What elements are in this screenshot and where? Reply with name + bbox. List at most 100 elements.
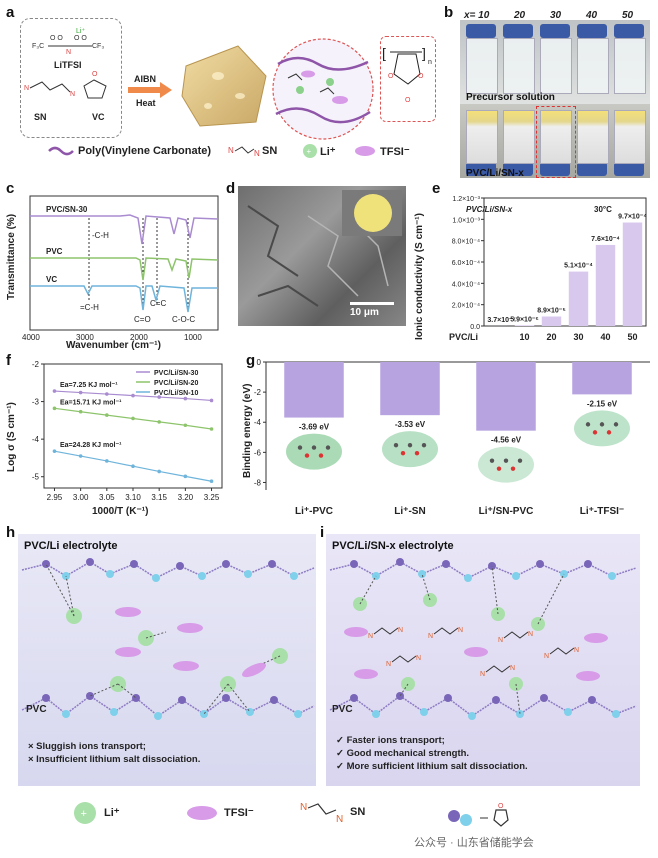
svg-text:N: N xyxy=(480,671,485,678)
binding-value-label: -2.15 eV xyxy=(587,399,618,408)
atom-icon xyxy=(421,442,427,448)
svg-text:N: N xyxy=(24,85,29,92)
arrhenius-xtick: 3.00 xyxy=(73,493,89,502)
arrhenius-point xyxy=(105,413,109,417)
arrhenius-point xyxy=(183,423,188,428)
arrhenius-point xyxy=(183,474,188,479)
ftir-line-vc xyxy=(30,285,218,313)
legend-sn: SN xyxy=(262,145,278,157)
vial-precursor xyxy=(540,38,572,94)
arrhenius-point xyxy=(52,389,57,393)
arrhenius-chart: Log σ (S cm⁻¹) 1000/T (K⁻¹) 2.95 3.00 3.05… xyxy=(6,360,223,517)
molecule-structure-icon xyxy=(574,410,630,447)
li-icon: + xyxy=(74,802,96,824)
legend-polymer: Poly(Vinylene Carbonate) xyxy=(78,145,212,157)
vial-gel xyxy=(503,110,535,164)
atom-icon xyxy=(318,453,324,458)
binding-bar xyxy=(572,362,632,395)
x-value: 50 xyxy=(622,10,634,21)
arrhenius-point xyxy=(131,393,135,398)
svg-text:CF₃: CF₃ xyxy=(92,43,104,50)
ftir-annotation: C=O xyxy=(134,315,151,324)
conductivity-bar xyxy=(622,222,643,326)
ftir-annotation: =C-H xyxy=(80,303,99,312)
conductivity-ytick: 2.0×10⁻⁴ xyxy=(452,303,480,310)
ftir-annotation: -C-H xyxy=(92,231,109,240)
panel-h-notes: × Sluggish ions transport; × Insufficien… xyxy=(28,740,200,766)
bottom-legend-tfsi: TFSI⁻ xyxy=(224,807,254,819)
arrhenius-legend-entry: PVC/Li/SN-30 xyxy=(154,370,198,377)
vial-cap xyxy=(614,162,644,176)
panel-h-note: × Sluggish ions transport; xyxy=(28,741,146,752)
li-legend-icon: + xyxy=(303,144,317,158)
svg-text:N: N xyxy=(368,633,373,640)
atom-icon xyxy=(489,458,495,463)
legend-li: Li⁺ xyxy=(320,146,336,158)
svg-text:n: n xyxy=(428,59,432,66)
atom-icon xyxy=(393,442,399,448)
atom-icon xyxy=(407,442,413,448)
arrhenius-point xyxy=(157,420,161,424)
conductivity-value-label: 5.1×10⁻⁴ xyxy=(564,263,593,270)
reaction-arrow: AIBN Heat xyxy=(128,74,172,108)
conductivity-value-label: 8.9×10⁻⁵ xyxy=(537,308,566,315)
binding-value-label: -3.53 eV xyxy=(395,420,426,429)
heat-label: Heat xyxy=(136,98,156,108)
arrhenius-point xyxy=(78,454,83,458)
svg-text:N: N xyxy=(416,655,421,662)
atom-icon xyxy=(325,445,331,450)
arrhenius-xtick: 3.15 xyxy=(151,493,167,502)
panel-d-label: d xyxy=(226,180,236,197)
scale-bar-label: 10 μm xyxy=(350,307,379,318)
molecule-structure-icon xyxy=(478,446,534,483)
svg-text:+: + xyxy=(307,147,312,156)
conductivity-bar xyxy=(514,325,535,326)
conductivity-xtick: 50 xyxy=(627,332,637,342)
arrhenius-point xyxy=(183,396,188,401)
svg-text:N: N xyxy=(428,633,433,640)
conductivity-title: PVC/Li/SN-x xyxy=(466,205,513,214)
binding-ytick: -4 xyxy=(254,418,262,427)
membrane-disc xyxy=(354,194,392,232)
panel-i-note: ✓ Good mechanical strength. xyxy=(336,748,470,759)
scale-bar xyxy=(350,302,394,305)
svg-text:O: O xyxy=(388,73,394,80)
arrhenius-point xyxy=(209,427,214,431)
sn-label: SN xyxy=(34,112,47,122)
vial-gel xyxy=(577,110,609,164)
vial-cap xyxy=(577,24,607,38)
conductivity-bar xyxy=(568,271,589,326)
vial-cap xyxy=(503,24,533,38)
conductivity-xtick: 40 xyxy=(600,332,610,342)
conductivity-ytick: 1.0×10⁻³ xyxy=(452,217,480,224)
vial-cap xyxy=(614,24,644,38)
atom-icon xyxy=(400,450,406,456)
svg-text:N: N xyxy=(510,665,515,672)
svg-text:N: N xyxy=(574,647,579,654)
ftir-xlabel: Wavenumber (cm⁻¹) xyxy=(66,340,161,351)
atom-icon xyxy=(503,458,509,463)
binding-ylabel: Binding energy (eV) xyxy=(242,384,253,478)
panel-b-label: b xyxy=(444,4,454,21)
atom-icon xyxy=(606,430,612,435)
svg-text:O: O xyxy=(498,803,504,810)
x-value: 30 xyxy=(550,10,562,21)
arrhenius-xtick: 3.05 xyxy=(99,493,115,502)
panel-h-title: PVC/Li electrolyte xyxy=(24,540,118,552)
polymer-legend-icon xyxy=(48,146,74,156)
arrhenius-ylabel: Log σ (S cm⁻¹) xyxy=(6,402,17,472)
svg-text:O: O xyxy=(92,71,98,78)
precursor-box xyxy=(20,18,122,138)
ftir-series-label: PVC/SN-30 xyxy=(46,205,88,214)
vials-photo xyxy=(460,20,650,178)
binding-ytick: 0 xyxy=(257,358,262,367)
vial-gel xyxy=(466,110,498,164)
conductivity-value-label: 9.7×10⁻⁴ xyxy=(618,214,647,221)
li-plus-text: Li⁺ xyxy=(76,28,85,35)
tfsi-icon xyxy=(187,806,217,820)
pvc-unit-icon: O xyxy=(448,803,509,827)
arrhenius-point xyxy=(52,449,57,453)
svg-text:+: + xyxy=(81,808,87,820)
molecule-structure-icon xyxy=(382,431,438,468)
atom-icon xyxy=(613,422,619,427)
